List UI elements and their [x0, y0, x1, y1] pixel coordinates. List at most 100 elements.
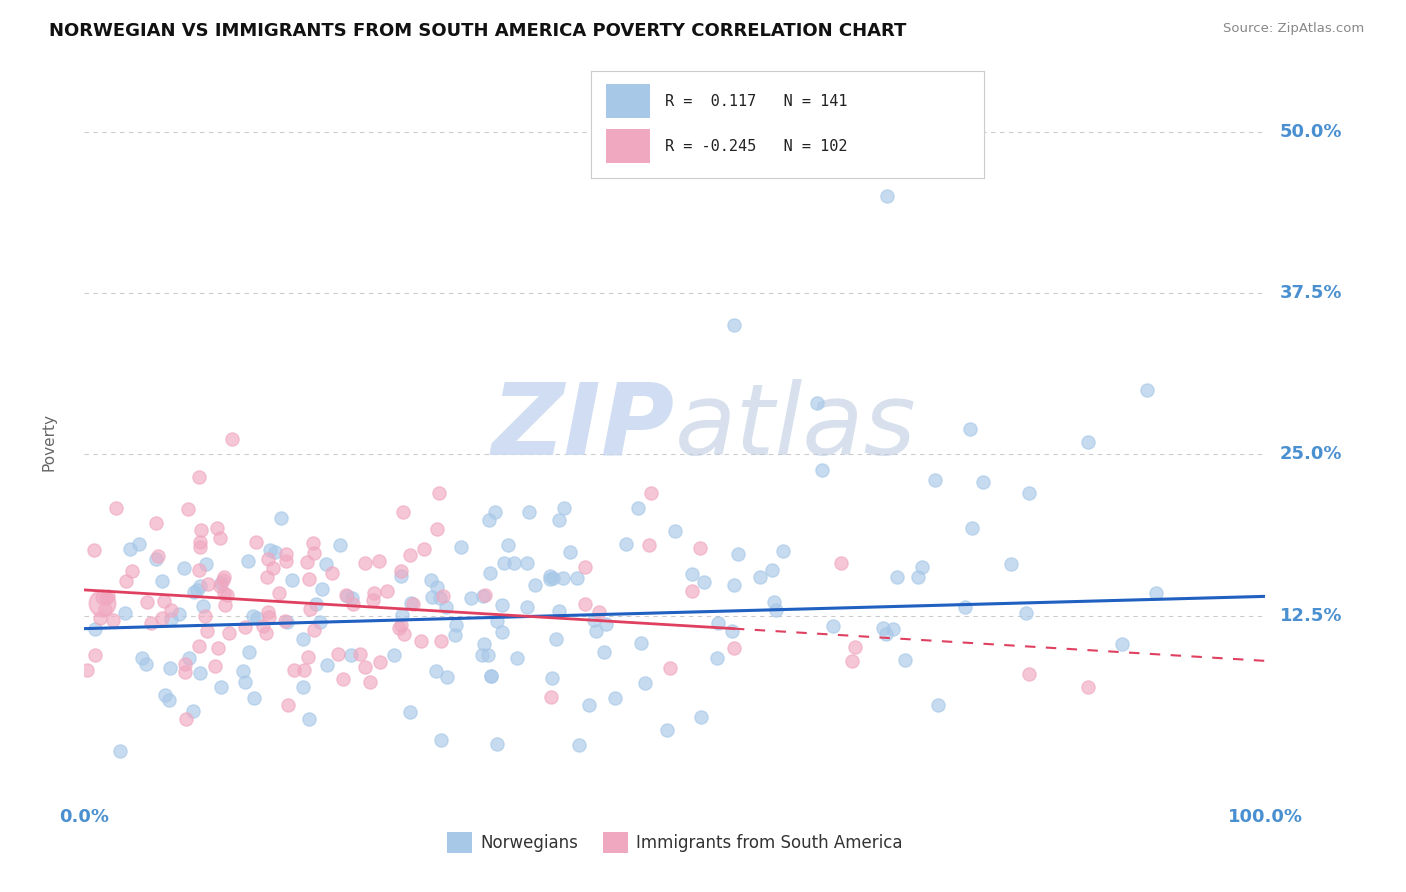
Point	[634, 676, 657, 690]
Text: 50.0%: 50.0%	[1279, 123, 1343, 141]
Point	[150, 574, 173, 588]
Point	[245, 534, 267, 549]
Point	[212, 570, 235, 584]
Point	[188, 666, 211, 681]
Point	[190, 524, 212, 538]
Point	[118, 542, 141, 557]
Point	[659, 661, 682, 675]
Point	[375, 583, 398, 598]
FancyBboxPatch shape	[606, 129, 650, 163]
Point	[425, 664, 447, 678]
Point	[412, 542, 434, 557]
Point	[479, 566, 502, 581]
Point	[291, 680, 314, 694]
Point	[389, 618, 412, 632]
Point	[359, 675, 381, 690]
Point	[972, 475, 994, 489]
Point	[83, 622, 105, 636]
Point	[101, 613, 124, 627]
Point	[806, 396, 828, 410]
Point	[276, 615, 298, 630]
Point	[246, 611, 269, 625]
Point	[953, 600, 976, 615]
Point	[195, 624, 218, 639]
Point	[336, 590, 359, 604]
Point	[924, 473, 946, 487]
Point	[94, 602, 117, 616]
Point	[875, 627, 897, 641]
Point	[363, 586, 385, 600]
Point	[259, 543, 281, 558]
Point	[332, 673, 354, 687]
Point	[485, 737, 508, 751]
Point	[491, 624, 513, 639]
Point	[886, 570, 908, 584]
Point	[398, 548, 420, 562]
Point	[76, 663, 98, 677]
Point	[578, 698, 600, 713]
Point	[115, 574, 138, 589]
Point	[1111, 637, 1133, 651]
Point	[131, 650, 153, 665]
Text: ZIP: ZIP	[492, 378, 675, 475]
Point	[721, 624, 744, 639]
Point	[148, 549, 170, 563]
Point	[1136, 383, 1159, 397]
Point	[283, 663, 305, 677]
Point	[262, 560, 284, 574]
Point	[160, 603, 183, 617]
Point	[204, 658, 226, 673]
Point	[233, 620, 256, 634]
Point	[960, 521, 983, 535]
Point	[270, 511, 292, 525]
Point	[1077, 434, 1099, 449]
Point	[349, 648, 371, 662]
Point	[723, 640, 745, 655]
Point	[209, 579, 232, 593]
Point	[538, 569, 561, 583]
Point	[128, 536, 150, 550]
Point	[811, 463, 834, 477]
Point	[491, 598, 513, 612]
Point	[689, 710, 711, 724]
Point	[305, 597, 328, 611]
Point	[762, 595, 785, 609]
Point	[257, 610, 280, 624]
Point	[281, 574, 304, 588]
Point	[135, 657, 157, 671]
Legend: Norwegians, Immigrants from South America: Norwegians, Immigrants from South Americ…	[440, 826, 910, 860]
Point	[927, 698, 949, 712]
Point	[399, 596, 422, 610]
Point	[436, 670, 458, 684]
Point	[209, 680, 232, 694]
Point	[159, 661, 181, 675]
Point	[540, 690, 562, 704]
Point	[547, 513, 569, 527]
Text: Source: ZipAtlas.com: Source: ZipAtlas.com	[1223, 22, 1364, 36]
Point	[765, 602, 787, 616]
Point	[541, 571, 564, 585]
Point	[560, 544, 582, 558]
Point	[614, 536, 637, 550]
Point	[298, 602, 321, 616]
Point	[174, 657, 197, 671]
Point	[434, 600, 457, 615]
Point	[301, 535, 323, 549]
Point	[208, 531, 231, 545]
Point	[389, 564, 412, 578]
Point	[388, 621, 411, 635]
Point	[484, 505, 506, 519]
Point	[297, 572, 319, 586]
Point	[339, 648, 361, 662]
Point	[276, 554, 298, 568]
Point	[188, 563, 211, 577]
Point	[574, 560, 596, 574]
Point	[212, 586, 235, 600]
Point	[844, 640, 866, 655]
Point	[187, 639, 209, 653]
Point	[681, 567, 703, 582]
Point	[1018, 666, 1040, 681]
Text: atlas: atlas	[675, 378, 917, 475]
Point	[114, 606, 136, 620]
Point	[205, 521, 228, 535]
